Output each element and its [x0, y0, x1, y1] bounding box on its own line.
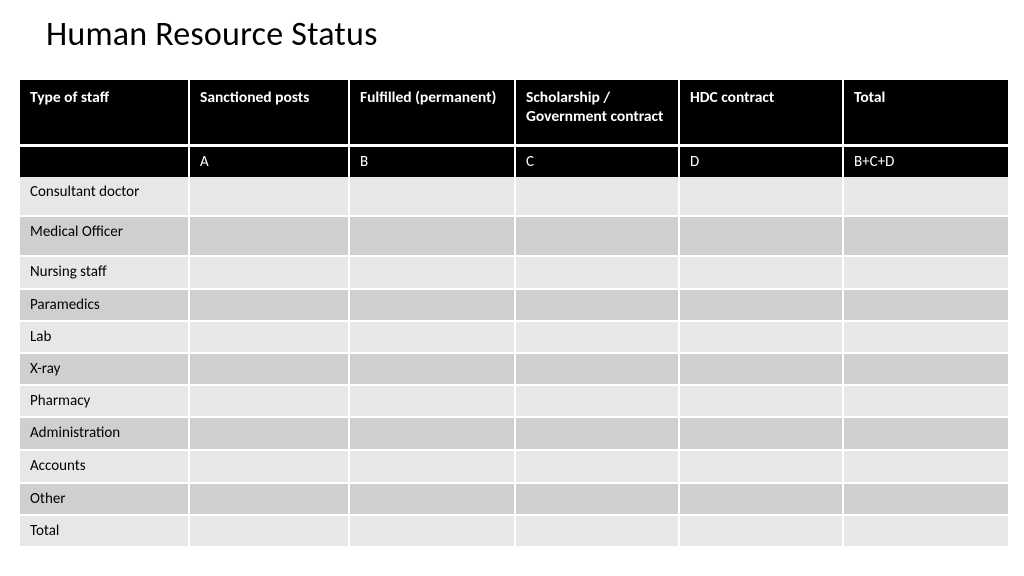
- row-cell: [350, 290, 516, 322]
- subheader-blank: [20, 144, 190, 177]
- row-cell: [516, 354, 680, 386]
- row-cell: [516, 516, 680, 548]
- row-cell: [190, 386, 350, 418]
- hr-status-table-wrap: Type of staff Sanctioned posts Fulfilled…: [20, 80, 1008, 548]
- row-cell: [190, 290, 350, 322]
- row-cell: [516, 217, 680, 257]
- row-cell: [516, 451, 680, 484]
- table-row: Consultant doctor: [20, 177, 1008, 217]
- row-cell: [190, 217, 350, 257]
- row-cell: [190, 322, 350, 354]
- row-cell: [680, 217, 844, 257]
- row-cell: [680, 418, 844, 451]
- row-cell: [516, 290, 680, 322]
- row-cell: [680, 322, 844, 354]
- row-cell: [350, 418, 516, 451]
- table-row: Paramedics: [20, 290, 1008, 322]
- col-header-total: Total: [844, 80, 1008, 144]
- subheader-c: C: [516, 144, 680, 177]
- row-cell: [350, 451, 516, 484]
- row-cell: [516, 257, 680, 290]
- row-cell: [680, 290, 844, 322]
- col-header-hdc: HDC contract: [680, 80, 844, 144]
- subheader-bcd: B+C+D: [844, 144, 1008, 177]
- row-cell: [190, 257, 350, 290]
- table-row: X-ray: [20, 354, 1008, 386]
- row-cell: [350, 516, 516, 548]
- table-row: Other: [20, 484, 1008, 516]
- row-cell: [350, 484, 516, 516]
- row-cell: [516, 177, 680, 217]
- row-cell: [516, 418, 680, 451]
- row-cell: [844, 484, 1008, 516]
- table-subheader-row: A B C D B+C+D: [20, 144, 1008, 177]
- row-cell: [844, 386, 1008, 418]
- row-label: Administration: [20, 418, 190, 451]
- row-label: Medical Officer: [20, 217, 190, 257]
- table-row: Accounts: [20, 451, 1008, 484]
- row-cell: [516, 322, 680, 354]
- col-header-scholarship: Scholarship / Government contract: [516, 80, 680, 144]
- hr-status-table: Type of staff Sanctioned posts Fulfilled…: [20, 80, 1008, 548]
- row-label: Consultant doctor: [20, 177, 190, 217]
- table-row: Total: [20, 516, 1008, 548]
- row-cell: [844, 217, 1008, 257]
- row-cell: [190, 177, 350, 217]
- row-cell: [680, 354, 844, 386]
- row-label: Nursing staff: [20, 257, 190, 290]
- subheader-a: A: [190, 144, 350, 177]
- row-cell: [350, 322, 516, 354]
- row-cell: [844, 322, 1008, 354]
- subheader-b: B: [350, 144, 516, 177]
- page-title: Human Resource Status: [46, 14, 378, 55]
- row-label: Other: [20, 484, 190, 516]
- row-cell: [844, 418, 1008, 451]
- row-cell: [350, 354, 516, 386]
- row-cell: [190, 418, 350, 451]
- subheader-d: D: [680, 144, 844, 177]
- row-label: Total: [20, 516, 190, 548]
- row-cell: [350, 177, 516, 217]
- table-body: Consultant doctorMedical OfficerNursing …: [20, 177, 1008, 548]
- row-cell: [190, 354, 350, 386]
- row-cell: [844, 290, 1008, 322]
- table-row: Administration: [20, 418, 1008, 451]
- col-header-type: Type of staff: [20, 80, 190, 144]
- row-cell: [190, 484, 350, 516]
- row-cell: [680, 177, 844, 217]
- table-row: Pharmacy: [20, 386, 1008, 418]
- row-cell: [844, 451, 1008, 484]
- slide: Human Resource Status Type of staff Sanc…: [0, 0, 1024, 576]
- row-cell: [844, 354, 1008, 386]
- row-cell: [350, 386, 516, 418]
- row-label: Pharmacy: [20, 386, 190, 418]
- row-cell: [844, 177, 1008, 217]
- row-label: Accounts: [20, 451, 190, 484]
- table-header-row: Type of staff Sanctioned posts Fulfilled…: [20, 80, 1008, 144]
- row-cell: [680, 516, 844, 548]
- row-cell: [844, 516, 1008, 548]
- row-cell: [350, 217, 516, 257]
- table-row: Medical Officer: [20, 217, 1008, 257]
- row-label: X-ray: [20, 354, 190, 386]
- table-row: Nursing staff: [20, 257, 1008, 290]
- row-cell: [190, 451, 350, 484]
- col-header-sanctioned: Sanctioned posts: [190, 80, 350, 144]
- row-cell: [680, 386, 844, 418]
- row-cell: [680, 484, 844, 516]
- row-cell: [844, 257, 1008, 290]
- col-header-fulfilled: Fulfilled (permanent): [350, 80, 516, 144]
- row-label: Lab: [20, 322, 190, 354]
- row-cell: [190, 516, 350, 548]
- row-cell: [350, 257, 516, 290]
- row-cell: [680, 257, 844, 290]
- row-cell: [680, 451, 844, 484]
- row-label: Paramedics: [20, 290, 190, 322]
- row-cell: [516, 484, 680, 516]
- row-cell: [516, 386, 680, 418]
- table-row: Lab: [20, 322, 1008, 354]
